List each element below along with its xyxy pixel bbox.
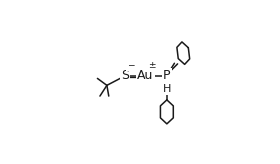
- Text: −: −: [127, 61, 135, 70]
- Text: ±: ±: [149, 61, 156, 70]
- Text: H: H: [163, 84, 171, 94]
- Text: Au: Au: [137, 69, 154, 82]
- Text: S: S: [121, 69, 129, 82]
- Text: P: P: [163, 69, 171, 82]
